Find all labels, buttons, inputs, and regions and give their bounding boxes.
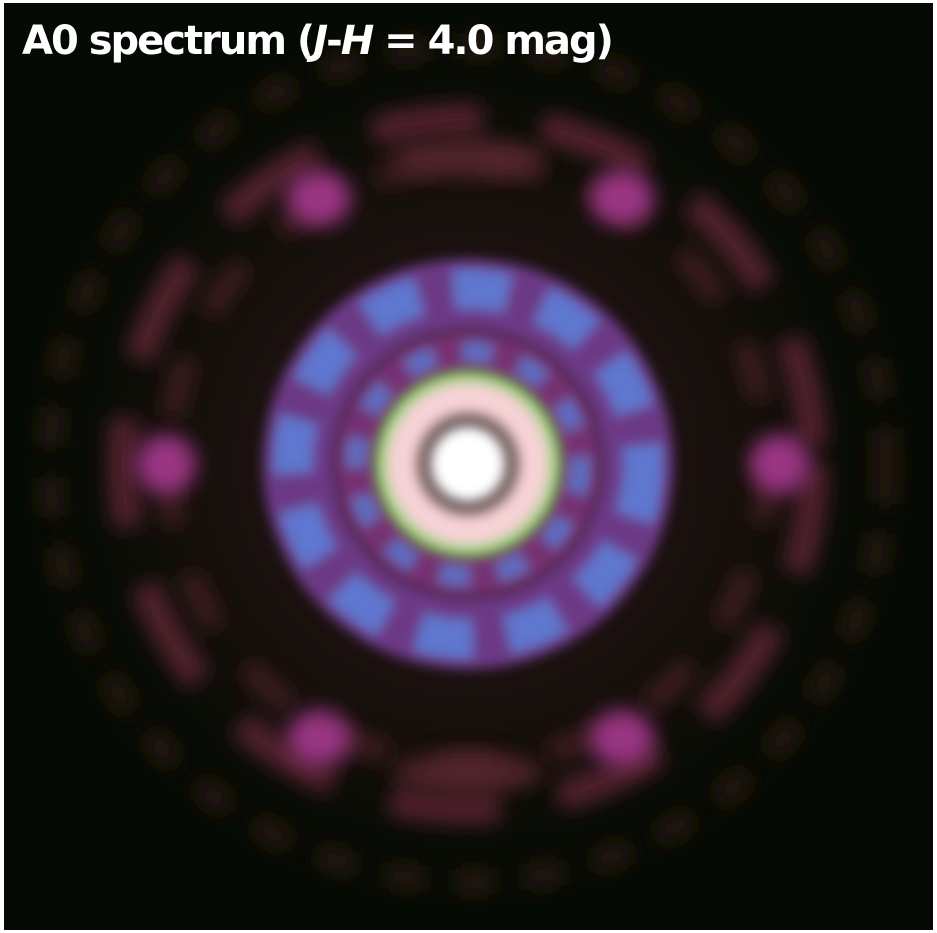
- inner-ring-blue: [273, 269, 663, 659]
- core-white: [430, 426, 506, 502]
- caption-var-h: H: [340, 18, 375, 64]
- psf-image-panel: A0 spectrum (J-H = 4.0 mag): [4, 3, 933, 930]
- top-bottom-arcs: [393, 138, 543, 793]
- arc-top: [393, 138, 543, 178]
- arc-bottom: [393, 753, 543, 793]
- caption-prefix: A0 spectrum (: [22, 18, 315, 64]
- lobe-top-right: [590, 170, 654, 226]
- outer-ring-3: [37, 33, 899, 895]
- lobe-bottom-left: [287, 710, 351, 766]
- caption-suffix: = 4.0 mag): [372, 18, 614, 64]
- lobe-bottom-right: [590, 710, 654, 766]
- outer-ring-2: [108, 104, 828, 824]
- middle-ring-blue: [345, 341, 591, 587]
- inner-ring-group: [263, 259, 673, 669]
- core-ring-pink: [387, 383, 549, 545]
- lobe-left: [136, 434, 196, 494]
- caption-var-j: J: [313, 18, 328, 64]
- lobe-top-left: [287, 170, 351, 226]
- magenta-lobes: [136, 170, 810, 766]
- caption-dash: -: [326, 18, 343, 64]
- lobe-right: [750, 434, 810, 494]
- core-ring-green: [374, 370, 562, 558]
- image-caption: A0 spectrum (J-H = 4.0 mag): [22, 18, 614, 64]
- core-dark-gap: [419, 415, 517, 513]
- core-group: [374, 370, 562, 558]
- psf-diffraction-image: [4, 3, 933, 930]
